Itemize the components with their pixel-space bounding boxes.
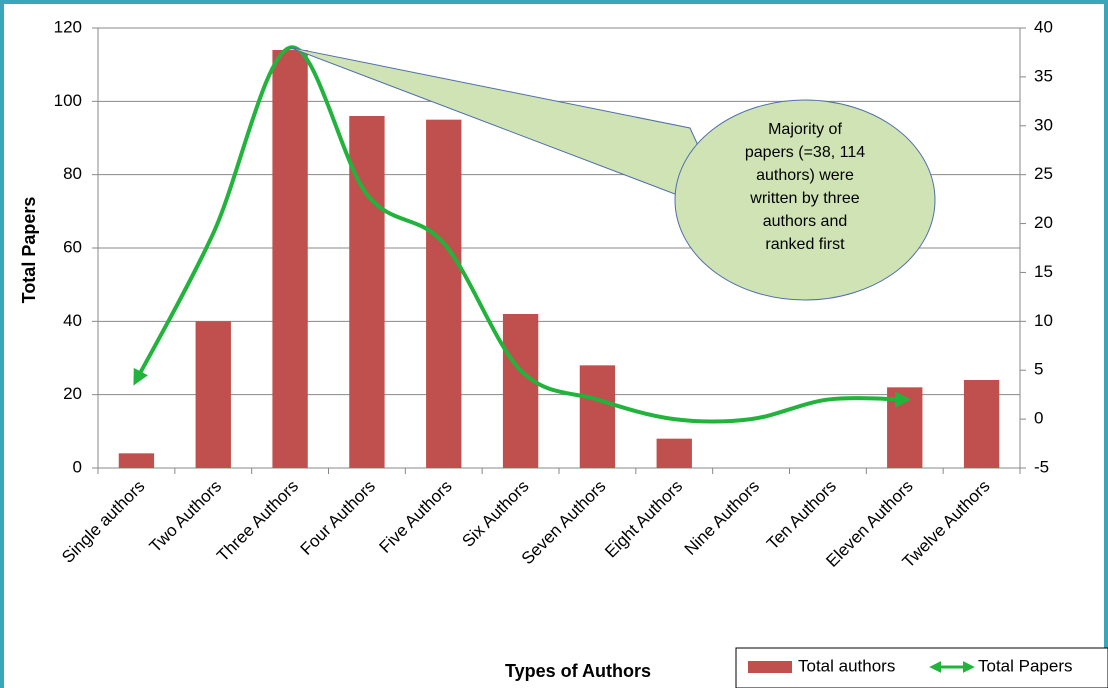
- annotation-line: papers (=38, 114: [745, 144, 865, 161]
- y-tick-label: 0: [73, 457, 82, 476]
- legend-box: [735, 647, 1108, 688]
- bar: [118, 453, 155, 468]
- y2-tick-label: 5: [1034, 360, 1043, 379]
- y2-tick-label: 25: [1034, 164, 1053, 183]
- x-tick-label: Six Authors: [458, 477, 532, 551]
- y-axis-title: Total Papers: [19, 197, 39, 304]
- y2-tick-label: 30: [1034, 115, 1053, 134]
- x-tick-label: Single authors: [58, 477, 148, 567]
- x-tick-label: Two Authors: [146, 477, 226, 557]
- x-tick-label: Five Authors: [375, 477, 455, 557]
- annotation-line: ranked first: [765, 236, 845, 253]
- x-tick-label: Eight Authors: [601, 477, 686, 562]
- bar: [579, 365, 616, 468]
- y2-tick-label: 0: [1034, 409, 1043, 428]
- annotation-line: authors and: [763, 213, 848, 230]
- y-tick-label: 40: [63, 311, 82, 330]
- legend-label: Total authors: [798, 656, 895, 675]
- y2-tick-label: -5: [1034, 457, 1049, 476]
- y2-tick-label: 10: [1034, 311, 1053, 330]
- y2-tick-label: 40: [1034, 17, 1053, 36]
- annotation-line: Majority of: [768, 121, 842, 138]
- x-tick-label: Ten Authors: [763, 477, 840, 554]
- y-tick-label: 100: [54, 91, 82, 110]
- bar: [195, 321, 231, 468]
- y2-tick-label: 20: [1034, 213, 1053, 232]
- y-tick-label: 120: [54, 17, 82, 36]
- y2-tick-label: 15: [1034, 262, 1053, 281]
- legend-swatch: [748, 661, 792, 673]
- bar: [963, 380, 1000, 468]
- x-axis-title: Types of Authors: [505, 661, 651, 681]
- annotation-line: written by three: [749, 190, 859, 207]
- x-tick-label: Three Authors: [213, 477, 302, 566]
- legend-label: Total Papers: [978, 656, 1073, 675]
- bar: [656, 438, 692, 468]
- annotation-line: authors) were: [756, 167, 854, 184]
- x-tick-label: Nine Authors: [681, 477, 763, 559]
- x-tick-label: Four Authors: [297, 477, 379, 559]
- y-tick-label: 60: [63, 237, 82, 256]
- bar: [272, 50, 308, 468]
- line: [133, 45, 912, 424]
- y-tick-label: 20: [63, 384, 82, 403]
- y2-tick-label: 35: [1034, 66, 1053, 85]
- callout: [674, 99, 936, 301]
- bar: [502, 314, 539, 468]
- bar: [426, 119, 462, 469]
- y-tick-label: 80: [63, 164, 82, 183]
